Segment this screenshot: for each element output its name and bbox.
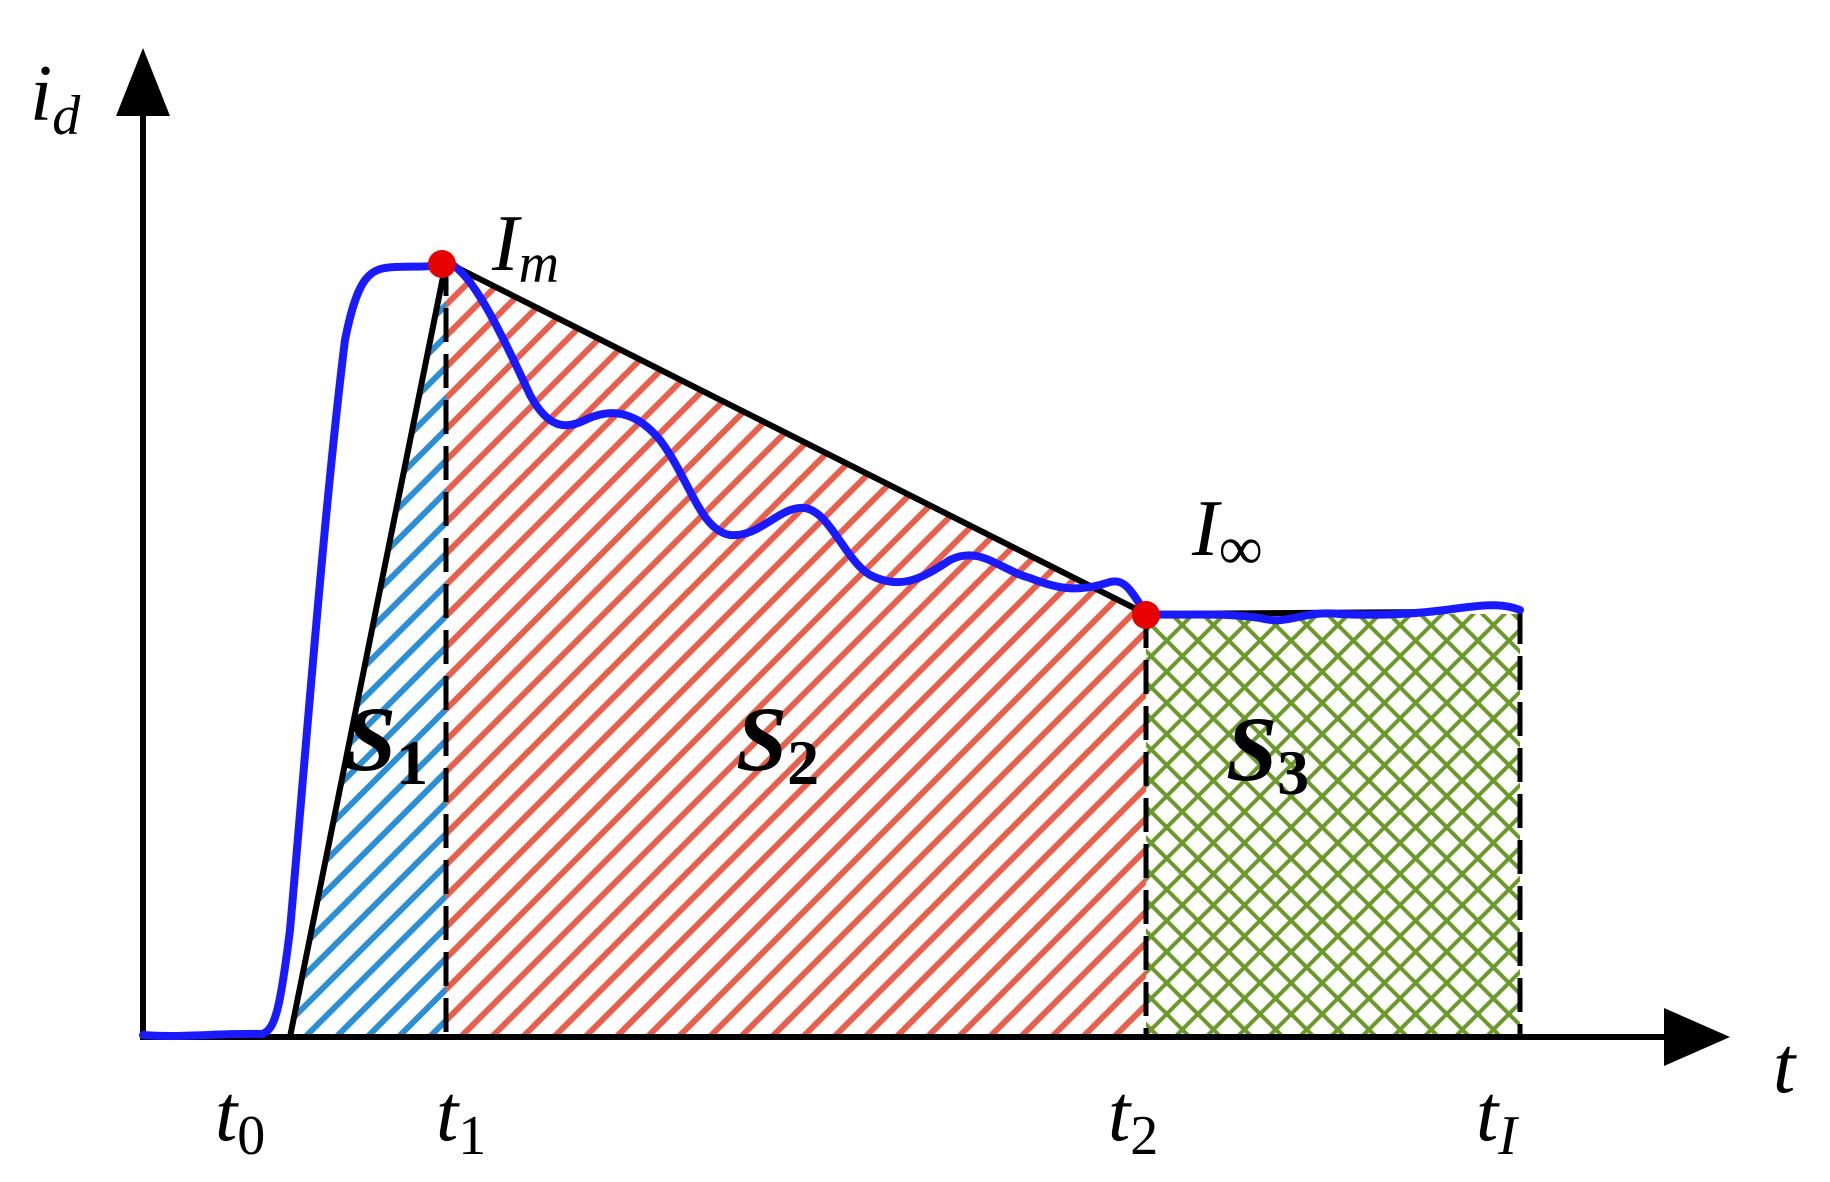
peak-label: Im [491, 200, 559, 295]
area-label-s1: S1 [345, 688, 428, 798]
current-curve [139, 258, 1524, 1040]
tick-label-t2: t2 [1108, 1070, 1158, 1167]
area-s2 [446, 262, 1146, 1037]
approx-decay-line [444, 259, 1148, 617]
steady-label: I∞ [1191, 485, 1263, 583]
tick-label-t1: t1 [436, 1070, 486, 1167]
area-s3 [1146, 614, 1520, 1037]
peak-marker [428, 250, 456, 278]
x-axis-label: t [1773, 1022, 1797, 1110]
x-axis-arrow [1664, 1008, 1730, 1066]
area-label-s2: S2 [736, 688, 819, 798]
steady-marker [1132, 601, 1160, 629]
y-axis-label: id [30, 50, 81, 147]
area-label-s3: S3 [1226, 698, 1309, 808]
approx-rise-line [287, 261, 449, 1038]
y-axis-arrow [116, 48, 170, 116]
tick-label-tI: tI [1476, 1070, 1519, 1167]
tick-label-t0: t0 [215, 1070, 265, 1167]
